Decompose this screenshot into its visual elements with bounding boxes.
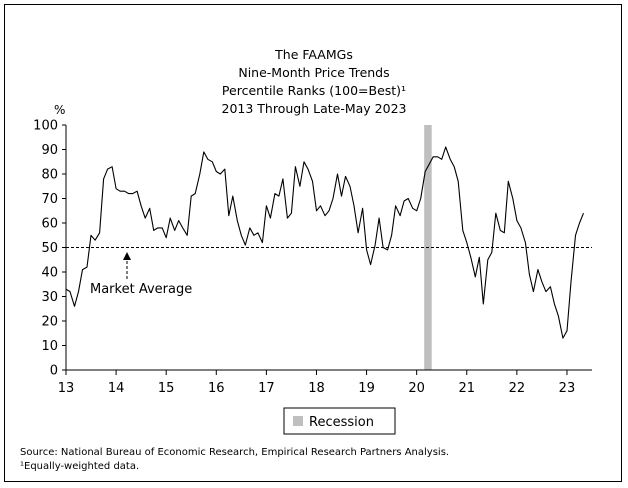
y-axis-label: % — [54, 103, 65, 117]
x-tick-label: 19 — [358, 381, 375, 396]
y-tick-label: 40 — [41, 266, 58, 281]
x-tick-label: 15 — [158, 381, 175, 396]
y-tick-label: 70 — [41, 192, 58, 207]
y-tick-label: 100 — [33, 119, 58, 134]
x-tick-label: 16 — [208, 381, 225, 396]
footnote: ¹Equally-weighted data. — [20, 461, 140, 472]
y-tick-label: 80 — [41, 168, 58, 183]
x-tick-label: 14 — [108, 381, 125, 396]
x-tick-label: 21 — [458, 381, 475, 396]
chart-subtitle-3: 2013 Through Late-May 2023 — [221, 101, 407, 116]
x-tick-label: 20 — [408, 381, 425, 396]
y-tick-label: 10 — [41, 339, 58, 354]
x-tick-label: 13 — [58, 381, 75, 396]
chart-title: The FAAMGs — [275, 47, 353, 62]
x-tick-label: 17 — [258, 381, 275, 396]
chart-subtitle-1: Nine-Month Price Trends — [238, 65, 390, 80]
legend-swatch-recession — [293, 416, 303, 426]
y-tick-label: 60 — [41, 217, 58, 232]
y-tick-label: 0 — [50, 364, 58, 379]
source-note: Source: National Bureau of Economic Rese… — [20, 447, 450, 458]
y-tick-label: 50 — [41, 241, 58, 256]
x-tick-label: 23 — [559, 381, 576, 396]
y-tick-label: 90 — [41, 143, 58, 158]
y-tick-label: 20 — [41, 315, 58, 330]
legend-label-recession: Recession — [309, 415, 374, 430]
market-average-label: Market Average — [90, 282, 192, 297]
x-tick-label: 22 — [509, 381, 526, 396]
chart-frame — [4, 4, 622, 482]
x-tick-label: 18 — [308, 381, 325, 396]
chart-subtitle-2: Percentile Ranks (100=Best)¹ — [221, 83, 407, 98]
series-line-0 — [65, 146, 585, 339]
y-tick-label: 30 — [41, 290, 58, 305]
annotation-arrowhead — [123, 252, 131, 260]
